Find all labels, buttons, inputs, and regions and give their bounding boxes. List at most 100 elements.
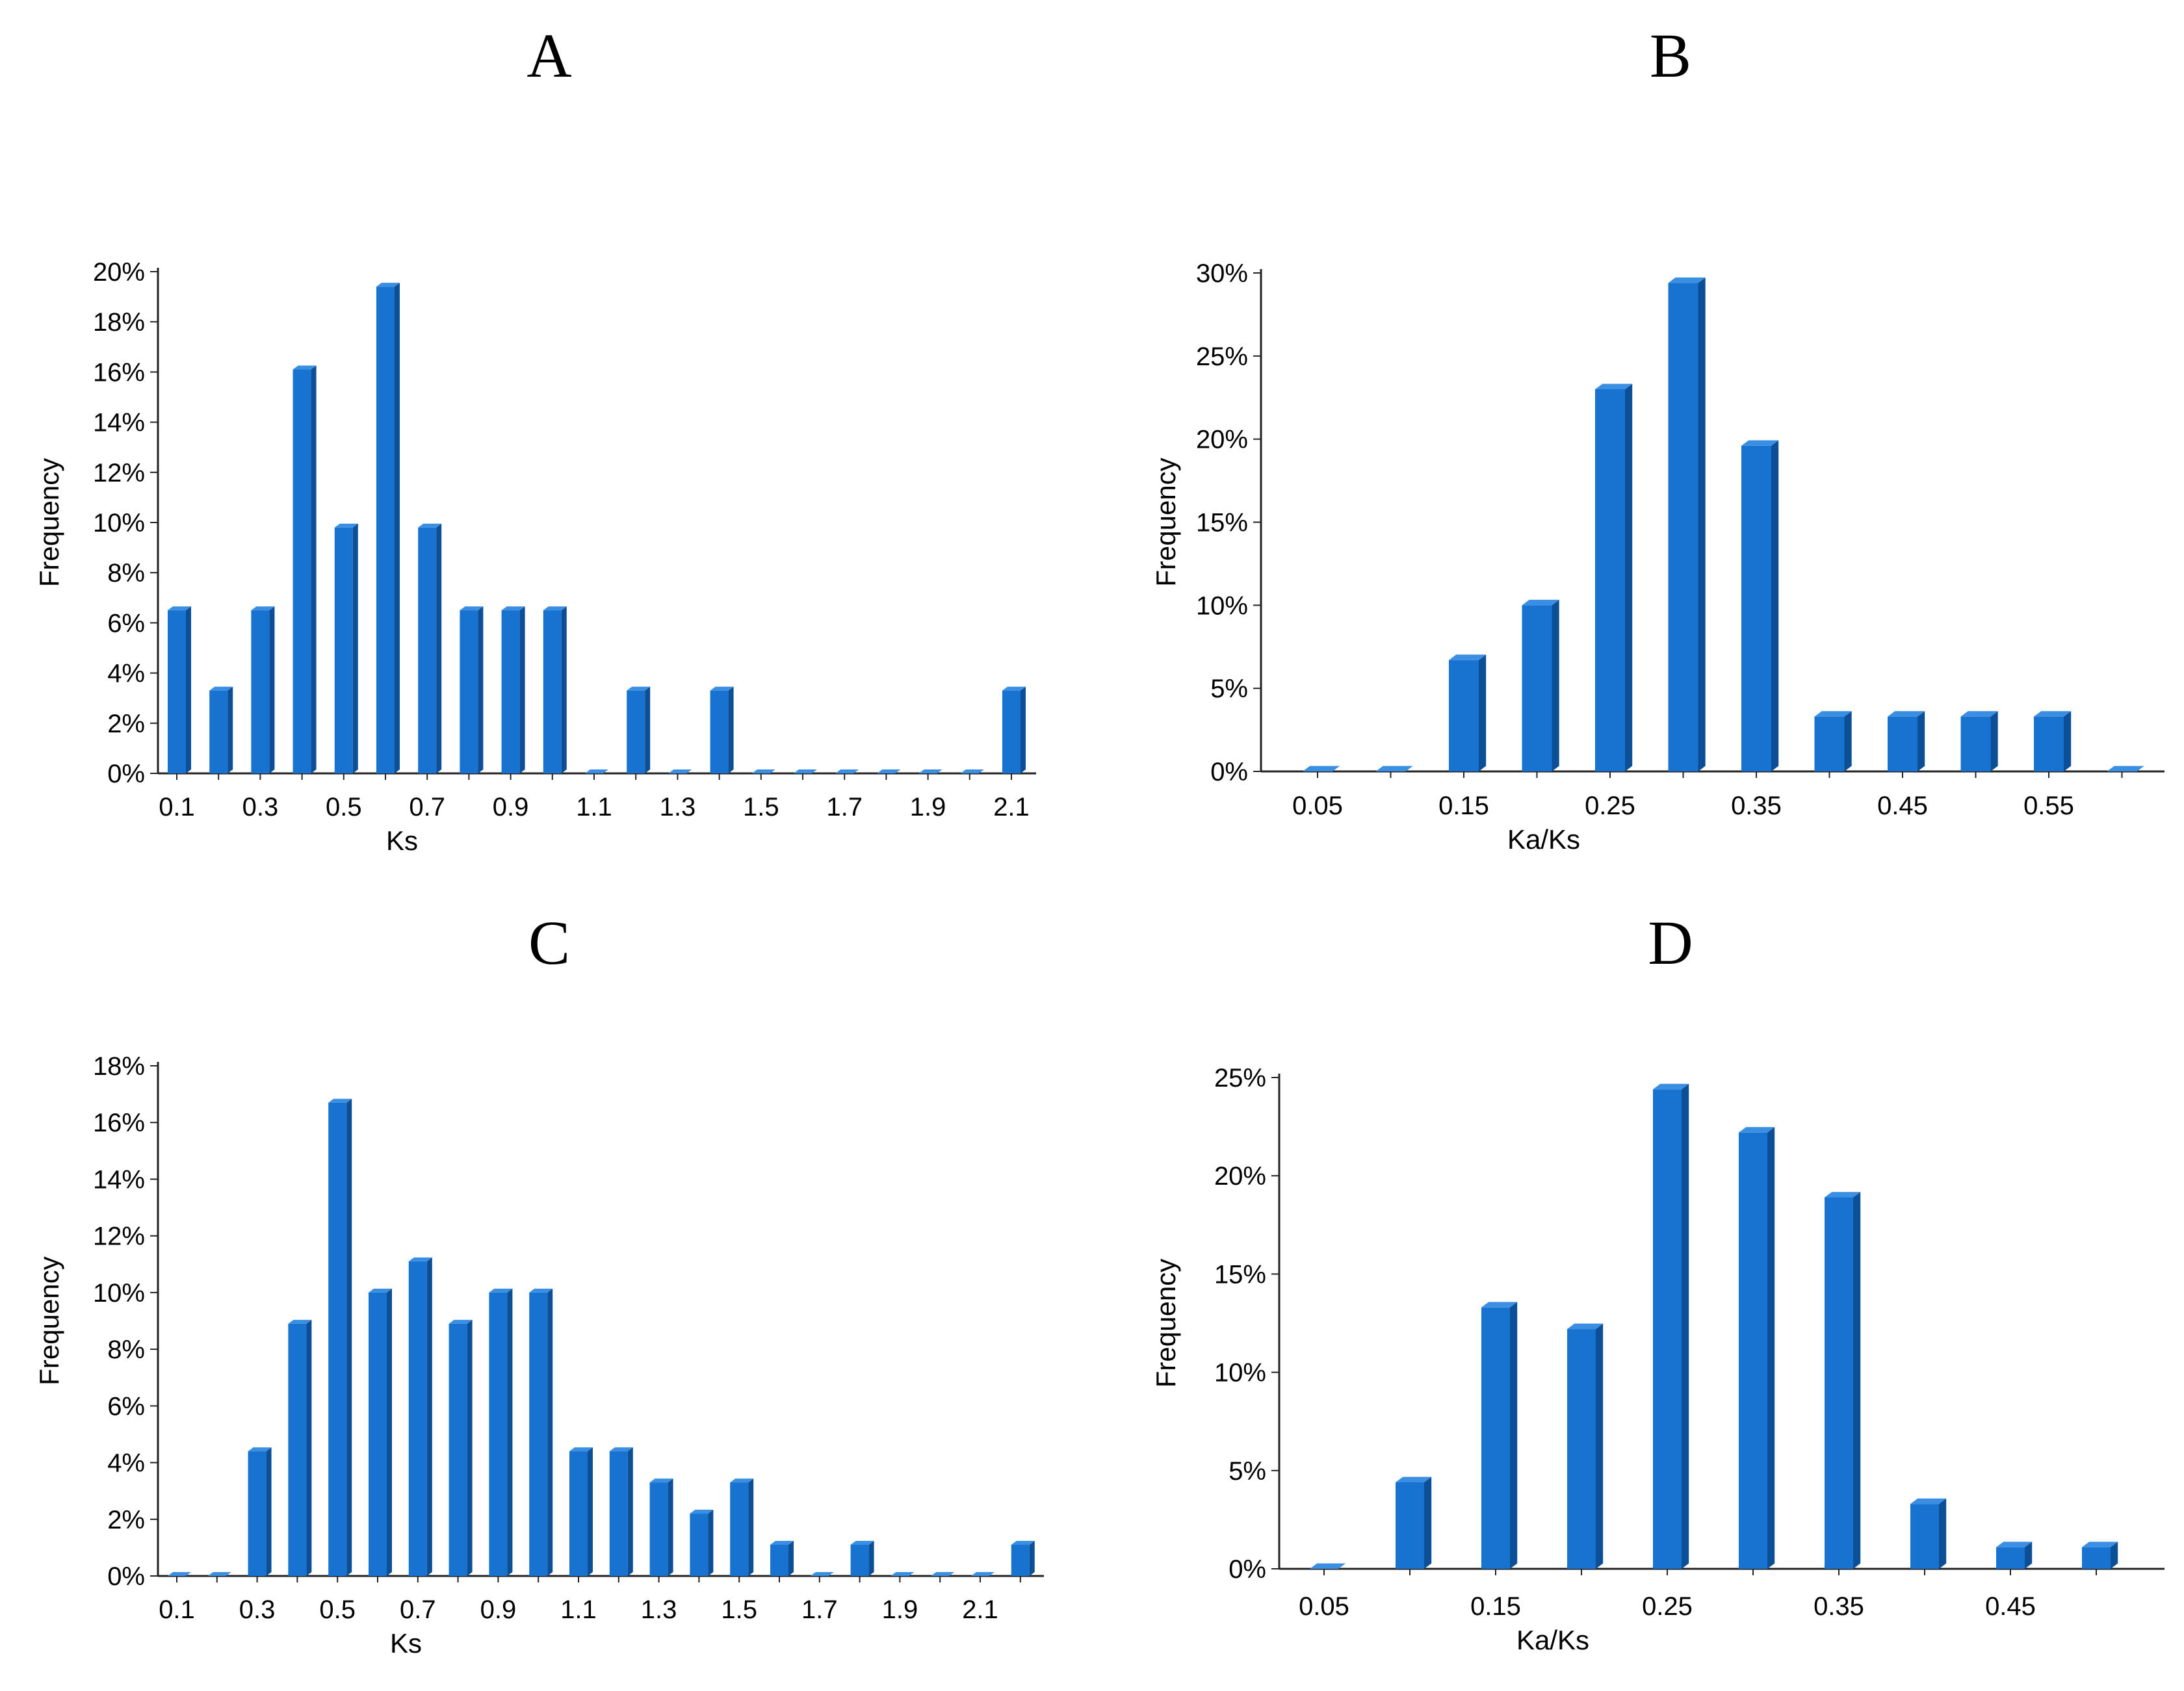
bar-side-b bbox=[1698, 277, 1706, 771]
bar-top-d bbox=[1996, 1542, 2033, 1547]
bar-side-c bbox=[266, 1447, 272, 1576]
y-tick-label-a: 18% bbox=[93, 308, 145, 337]
bar-c bbox=[730, 1482, 749, 1576]
bar-b bbox=[1741, 445, 1771, 771]
bar-top-a bbox=[960, 769, 984, 773]
x-tick-label-c: 1.3 bbox=[641, 1595, 677, 1624]
bar-c bbox=[1011, 1545, 1030, 1576]
y-tick-label-c: 10% bbox=[93, 1279, 145, 1308]
x-tick-label-a: 0.9 bbox=[493, 793, 529, 821]
bar-a bbox=[334, 527, 353, 773]
x-tick-label-c: 1.7 bbox=[801, 1595, 838, 1624]
y-tick-label-a: 14% bbox=[93, 409, 145, 437]
bar-side-c bbox=[748, 1478, 754, 1576]
x-axis-title-d: Ka/Ks bbox=[1516, 1625, 1589, 1655]
bar-b bbox=[1960, 716, 1991, 771]
x-tick-label-d: 0.05 bbox=[1299, 1592, 1349, 1621]
x-tick-label-b: 0.05 bbox=[1292, 792, 1343, 820]
bar-top-d bbox=[1739, 1127, 1775, 1133]
y-tick-label-b: 0% bbox=[1210, 758, 1248, 786]
bar-c bbox=[690, 1514, 708, 1576]
bar-top-c bbox=[529, 1288, 553, 1293]
x-tick-label-a: 1.5 bbox=[743, 793, 779, 821]
bar-a bbox=[376, 287, 395, 773]
bar-a bbox=[292, 369, 311, 773]
bar-c bbox=[328, 1102, 347, 1576]
x-tick-label-c: 0.3 bbox=[239, 1595, 276, 1624]
bar-b bbox=[2034, 716, 2064, 771]
bar-side-a bbox=[645, 686, 651, 773]
bar-side-b bbox=[1990, 711, 1998, 771]
bar-top-d bbox=[1567, 1323, 1604, 1330]
bar-side-d bbox=[1424, 1477, 1432, 1569]
x-tick-label-d: 0.35 bbox=[1814, 1592, 1864, 1621]
y-tick-label-c: 12% bbox=[93, 1222, 145, 1251]
bar-top-d bbox=[1396, 1477, 1432, 1482]
bar-side-b bbox=[1625, 383, 1633, 771]
bar-a bbox=[1002, 690, 1020, 773]
bar-side-a bbox=[728, 686, 734, 773]
bar-b bbox=[1595, 389, 1625, 771]
bar-side-a bbox=[436, 523, 442, 773]
bar-top-a bbox=[751, 769, 775, 773]
bar-top-b bbox=[1814, 711, 1852, 717]
y-tick-label-b: 10% bbox=[1196, 591, 1248, 620]
bar-d bbox=[1739, 1132, 1767, 1569]
bar-c bbox=[609, 1451, 628, 1576]
bar-d bbox=[1481, 1307, 1510, 1569]
x-axis-title-b: Ka/Ks bbox=[1507, 824, 1580, 855]
x-axis-title-a: Ks bbox=[386, 825, 418, 856]
y-tick-label-d: 5% bbox=[1228, 1457, 1266, 1486]
x-tick-label-a: 1.7 bbox=[826, 793, 863, 821]
x-tick-label-b: 0.25 bbox=[1585, 792, 1635, 820]
bar-c bbox=[288, 1323, 307, 1576]
bar-side-c bbox=[668, 1478, 673, 1576]
y-tick-label-a: 6% bbox=[107, 609, 145, 638]
bar-top-c bbox=[168, 1572, 191, 1576]
bar-side-b bbox=[1479, 654, 1487, 771]
bar-b bbox=[1449, 660, 1479, 771]
y-tick-label-a: 16% bbox=[93, 358, 145, 387]
bar-top-d bbox=[1310, 1563, 1346, 1569]
bar-top-a bbox=[1002, 686, 1026, 691]
y-tick-label-c: 14% bbox=[93, 1165, 145, 1194]
bar-top-a bbox=[835, 769, 859, 773]
bar-top-a bbox=[460, 606, 484, 611]
bar-side-c bbox=[1029, 1541, 1035, 1576]
bar-side-c bbox=[306, 1319, 312, 1576]
bar-side-a bbox=[561, 606, 567, 773]
bar-top-c bbox=[569, 1447, 593, 1452]
x-tick-label-a: 1.3 bbox=[660, 793, 696, 821]
y-tick-label-b: 30% bbox=[1196, 259, 1248, 288]
y-axis-title-c: Frequency bbox=[34, 1256, 64, 1385]
x-tick-label-c: 0.5 bbox=[319, 1595, 356, 1624]
y-tick-label-d: 25% bbox=[1214, 1064, 1266, 1092]
y-tick-label-d: 20% bbox=[1214, 1162, 1266, 1191]
bar-side-d bbox=[1510, 1302, 1518, 1569]
bar-top-c bbox=[850, 1541, 874, 1545]
bar-top-c bbox=[1011, 1541, 1035, 1545]
x-tick-label-c: 0.7 bbox=[400, 1595, 436, 1624]
bar-top-b bbox=[1595, 383, 1633, 389]
bar-top-c bbox=[810, 1572, 834, 1576]
bar-top-b bbox=[1303, 766, 1340, 771]
bar-b bbox=[1888, 716, 1918, 771]
y-tick-label-c: 16% bbox=[93, 1109, 145, 1137]
x-tick-label-a: 2.1 bbox=[993, 793, 1030, 821]
bar-side-a bbox=[269, 606, 275, 773]
bar-side-a bbox=[352, 523, 358, 773]
y-tick-label-d: 15% bbox=[1214, 1260, 1266, 1289]
y-axis-title-d: Frequency bbox=[1150, 1259, 1181, 1388]
bar-top-c bbox=[730, 1478, 754, 1483]
bar-top-b bbox=[2107, 766, 2144, 771]
y-tick-label-c: 4% bbox=[107, 1449, 145, 1478]
y-tick-label-a: 10% bbox=[93, 509, 145, 537]
x-tick-label-b: 0.35 bbox=[1731, 792, 1782, 820]
bar-top-c bbox=[288, 1319, 312, 1324]
y-tick-label-a: 0% bbox=[107, 760, 145, 788]
bar-a bbox=[460, 610, 478, 773]
panel-letter-c: C bbox=[528, 908, 571, 977]
bar-d bbox=[1567, 1329, 1596, 1569]
bar-top-a bbox=[251, 606, 275, 611]
bar-top-d bbox=[1653, 1083, 1689, 1090]
